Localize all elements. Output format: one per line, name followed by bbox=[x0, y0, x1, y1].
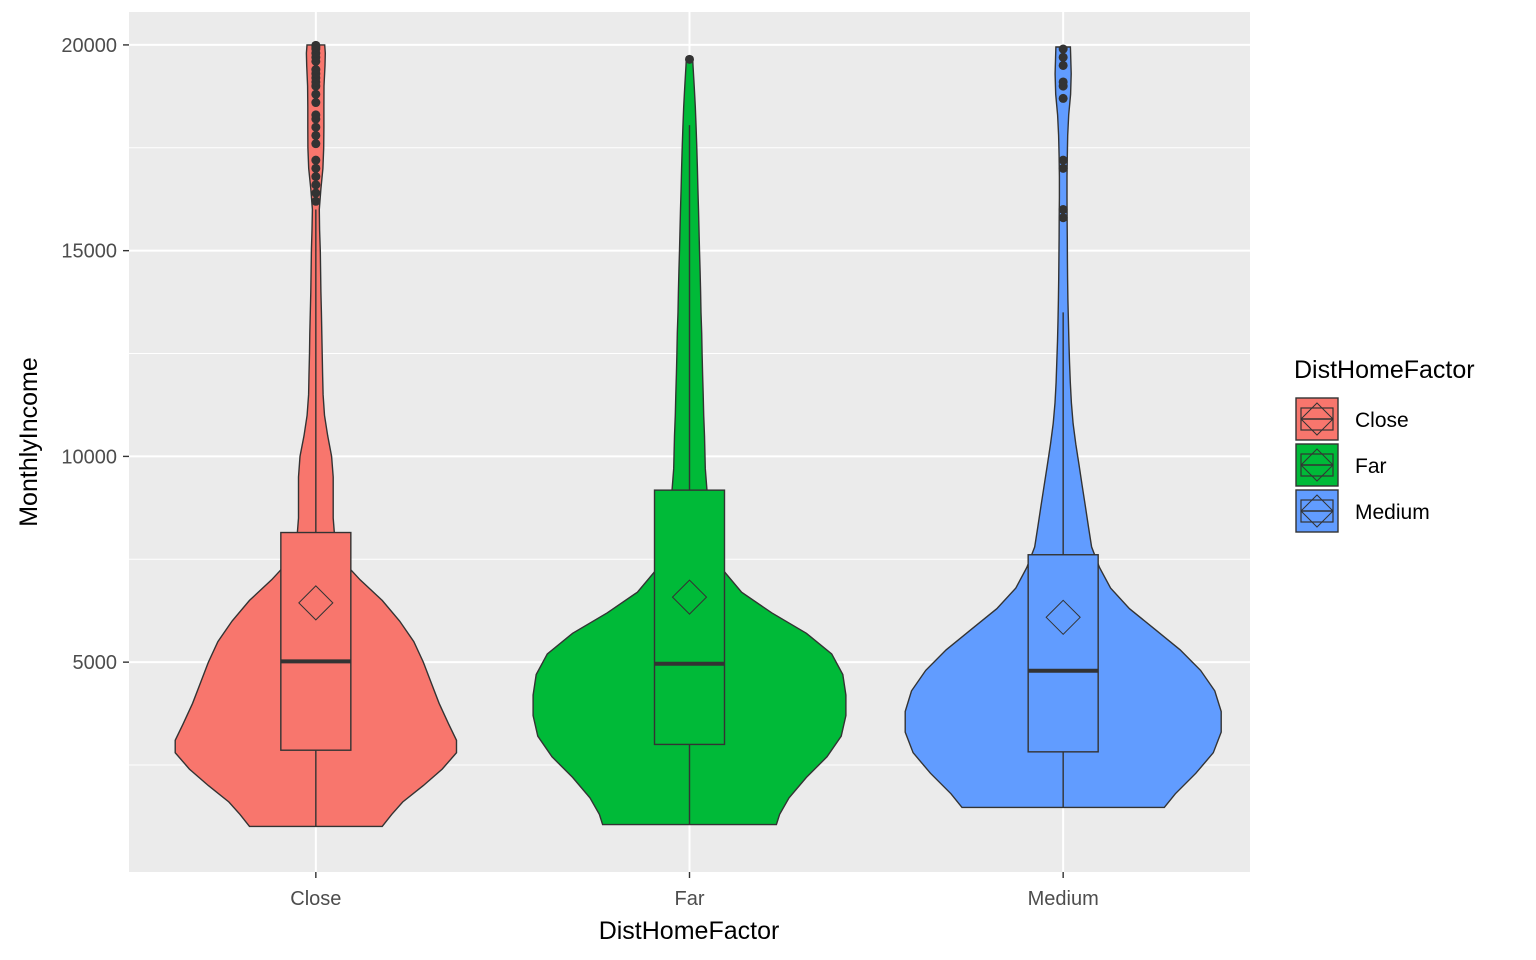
legend-label-far: Far bbox=[1355, 455, 1387, 478]
outlier-point bbox=[1058, 44, 1068, 54]
legend-key-diamond bbox=[1300, 448, 1334, 482]
outlier-point bbox=[311, 172, 321, 182]
outlier-point bbox=[311, 40, 321, 50]
legend-title: DistHomeFactor bbox=[1294, 356, 1475, 384]
mean-marker-medium bbox=[1045, 599, 1081, 635]
outlier-point bbox=[311, 98, 321, 108]
outlier-point bbox=[311, 163, 321, 173]
legend-key-diamond bbox=[1300, 402, 1334, 436]
y-tick-label: 20000 bbox=[61, 35, 117, 57]
box-close bbox=[280, 531, 352, 751]
x-axis: Close Far Medium bbox=[290, 872, 1099, 910]
legend-key-diamond bbox=[1300, 494, 1334, 528]
legend: DistHomeFactor Close Far Medium bbox=[1294, 356, 1475, 533]
y-tick-label: 10000 bbox=[61, 446, 117, 468]
y-tick-label: 5000 bbox=[73, 652, 118, 674]
outlier-point bbox=[685, 54, 694, 64]
outlier-point bbox=[311, 180, 321, 190]
outlier-point bbox=[311, 65, 321, 75]
outlier-point bbox=[311, 139, 321, 149]
legend-label-close: Close bbox=[1355, 409, 1409, 432]
outlier-point bbox=[1058, 205, 1068, 215]
outlier-point bbox=[1058, 213, 1068, 223]
mean-marker-far bbox=[671, 579, 708, 615]
outlier-point bbox=[311, 188, 321, 198]
outlier-point bbox=[311, 130, 321, 140]
outlier-point bbox=[311, 110, 321, 120]
y-tick-label: 15000 bbox=[61, 241, 117, 263]
outlier-point bbox=[1058, 60, 1068, 70]
outlier-point bbox=[311, 122, 321, 132]
x-axis-title: DistHomeFactor bbox=[599, 917, 780, 945]
mean-marker-close bbox=[298, 585, 334, 621]
outlier-point bbox=[311, 196, 321, 206]
outlier-point bbox=[1058, 77, 1068, 87]
outlier-point bbox=[311, 89, 321, 99]
outlier-point bbox=[1058, 52, 1068, 62]
legend-label-medium: Medium bbox=[1355, 501, 1430, 524]
outlier-point bbox=[1058, 93, 1068, 103]
outlier-point bbox=[1058, 155, 1068, 165]
y-axis-title: MonthlyIncome bbox=[15, 357, 43, 527]
boxplot-layer bbox=[280, 40, 1099, 827]
outlier-point bbox=[311, 155, 321, 165]
x-tick-label: Far bbox=[675, 888, 705, 910]
x-tick-label: Close bbox=[290, 888, 341, 910]
outlier-point bbox=[1058, 163, 1068, 173]
y-axis: 5000 10000 15000 20000 bbox=[61, 35, 129, 674]
box-medium bbox=[1027, 554, 1099, 753]
box-far bbox=[653, 489, 726, 746]
x-tick-label: Medium bbox=[1028, 888, 1099, 910]
